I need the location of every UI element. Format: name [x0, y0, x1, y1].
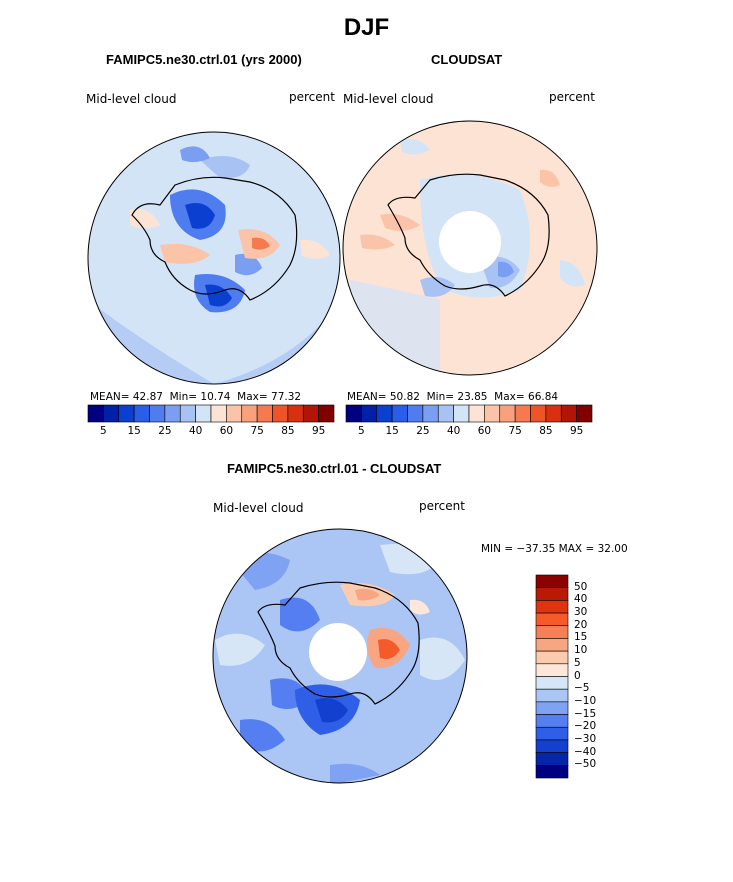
colorbar-swatch	[318, 404, 335, 423]
diff-colorbar-swatch	[535, 765, 569, 779]
diff-colorbar-tick-label: 50	[574, 580, 588, 593]
colorbar-tick-label: 85	[539, 425, 553, 437]
diff-colorbar-swatch	[535, 638, 569, 652]
diff-colorbar-tick-label: 5	[574, 656, 581, 669]
model-colorbar-ticks: 5 15 25 40 60 75 85 95	[88, 425, 334, 439]
diff-colorbar-swatch	[535, 650, 569, 665]
diff-colorbar-swatch	[535, 739, 569, 753]
colorbar-tick-label: 60	[477, 425, 492, 437]
colorbar-tick-label: 25	[416, 425, 430, 437]
colorbar-tick-label: 25	[158, 425, 172, 437]
model-min-label: Min=	[169, 391, 198, 403]
colorbar-tick-label: 95	[311, 425, 326, 437]
diff-colorbar-swatch	[535, 587, 569, 601]
model-mean-label: MEAN=	[90, 391, 130, 403]
diff-colorbar-swatch	[535, 726, 569, 741]
figure-title: DJF	[343, 14, 390, 41]
model-colorbar	[87, 404, 335, 423]
diff-colorbar	[535, 574, 569, 779]
model-max-value: 77.32	[271, 391, 302, 403]
colorbar-tick-label: 5	[100, 425, 107, 437]
diff-colorbar-tick-label: −10	[574, 694, 597, 707]
model-mean-value: 42.87	[132, 391, 163, 403]
diff-colorbar-swatch	[535, 676, 569, 690]
obs-colorbar-ticks: 5 15 25 40 60 75 85 95	[346, 425, 592, 439]
diff-colorbar-tick-label: 30	[574, 606, 588, 619]
diff-colorbar-tick-label: −50	[574, 758, 597, 771]
colorbar-tick-label: 40	[446, 425, 461, 437]
colorbar-tick-label: 85	[281, 425, 295, 437]
diff-colorbar-swatch	[535, 688, 569, 703]
diff-units-label: percent	[419, 499, 465, 513]
model-min-value: 10.74	[200, 391, 231, 403]
obs-min-label: Min=	[426, 391, 455, 403]
diff-colorbar-tick-label: −30	[574, 732, 597, 745]
colorbar-tick-label: 5	[358, 425, 365, 437]
diff-colorbar-tick-label: 15	[574, 631, 588, 644]
diff-colorbar-swatch	[535, 663, 569, 677]
diff-colorbar-ticks: 50 40 30 20 15 10 5 0 −5 −10 −15 −20 −30 −40 −50	[574, 575, 634, 778]
obs-panel-title: CLOUDSAT	[431, 52, 503, 67]
colorbar-tick-label: 40	[188, 425, 203, 437]
obs-mean-value: 50.82	[389, 391, 420, 403]
colorbar-tick-label: 75	[508, 425, 522, 437]
model-stats: MEAN= 42.87 Min= 10.74 Max= 77.32	[90, 391, 301, 403]
obs-variable-label: Mid-level cloud	[343, 92, 434, 106]
diff-colorbar-tick-label: −15	[574, 707, 597, 720]
diff-colorbar-tick-label: −20	[574, 720, 597, 733]
diff-colorbar-swatch	[535, 752, 569, 766]
model-max-label: Max=	[237, 391, 268, 403]
diff-variable-label: Mid-level cloud	[213, 501, 304, 515]
diff-panel-title: FAMIPC5.ne30.ctrl.01 - CLOUDSAT	[227, 461, 442, 476]
colorbar-tick-label: 15	[385, 425, 399, 437]
diff-colorbar-tick-label: −40	[574, 745, 597, 758]
diff-colorbar-tick-label: 40	[574, 593, 588, 606]
diff-colorbar-swatch	[535, 574, 569, 588]
diff-minmax-text: MIN = −37.35 MAX = 32.00	[481, 543, 628, 555]
obs-min-value: 23.85	[457, 391, 488, 403]
obs-max-value: 66.84	[528, 391, 559, 403]
diff-colorbar-swatch	[535, 714, 569, 728]
diff-colorbar-tick-label: −5	[574, 682, 590, 695]
colorbar-tick-label: 75	[250, 425, 264, 437]
colorbar-tick-label: 15	[127, 425, 141, 437]
obs-colorbar	[345, 404, 593, 423]
model-panel-title: FAMIPC5.ne30.ctrl.01 (yrs 2000)	[106, 52, 302, 67]
diff-colorbar-swatch	[535, 701, 569, 715]
colorbar-swatch	[576, 404, 593, 423]
diff-colorbar-swatch	[535, 600, 569, 614]
diff-colorbar-tick-label: 20	[574, 618, 588, 631]
model-units-label: percent	[289, 90, 335, 104]
diff-colorbar-swatch	[535, 625, 569, 639]
obs-stats: MEAN= 50.82 Min= 23.85 Max= 66.84	[347, 391, 558, 403]
colorbar-tick-label: 60	[219, 425, 234, 437]
obs-units-label: percent	[549, 90, 595, 104]
obs-mean-label: MEAN=	[347, 391, 387, 403]
diff-colorbar-swatch	[535, 612, 569, 627]
diff-colorbar-tick-label: 10	[574, 644, 588, 657]
colorbar-tick-label: 95	[569, 425, 584, 437]
obs-max-label: Max=	[494, 391, 525, 403]
model-variable-label: Mid-level cloud	[86, 92, 177, 106]
diff-colorbar-tick-label: 0	[574, 669, 581, 682]
